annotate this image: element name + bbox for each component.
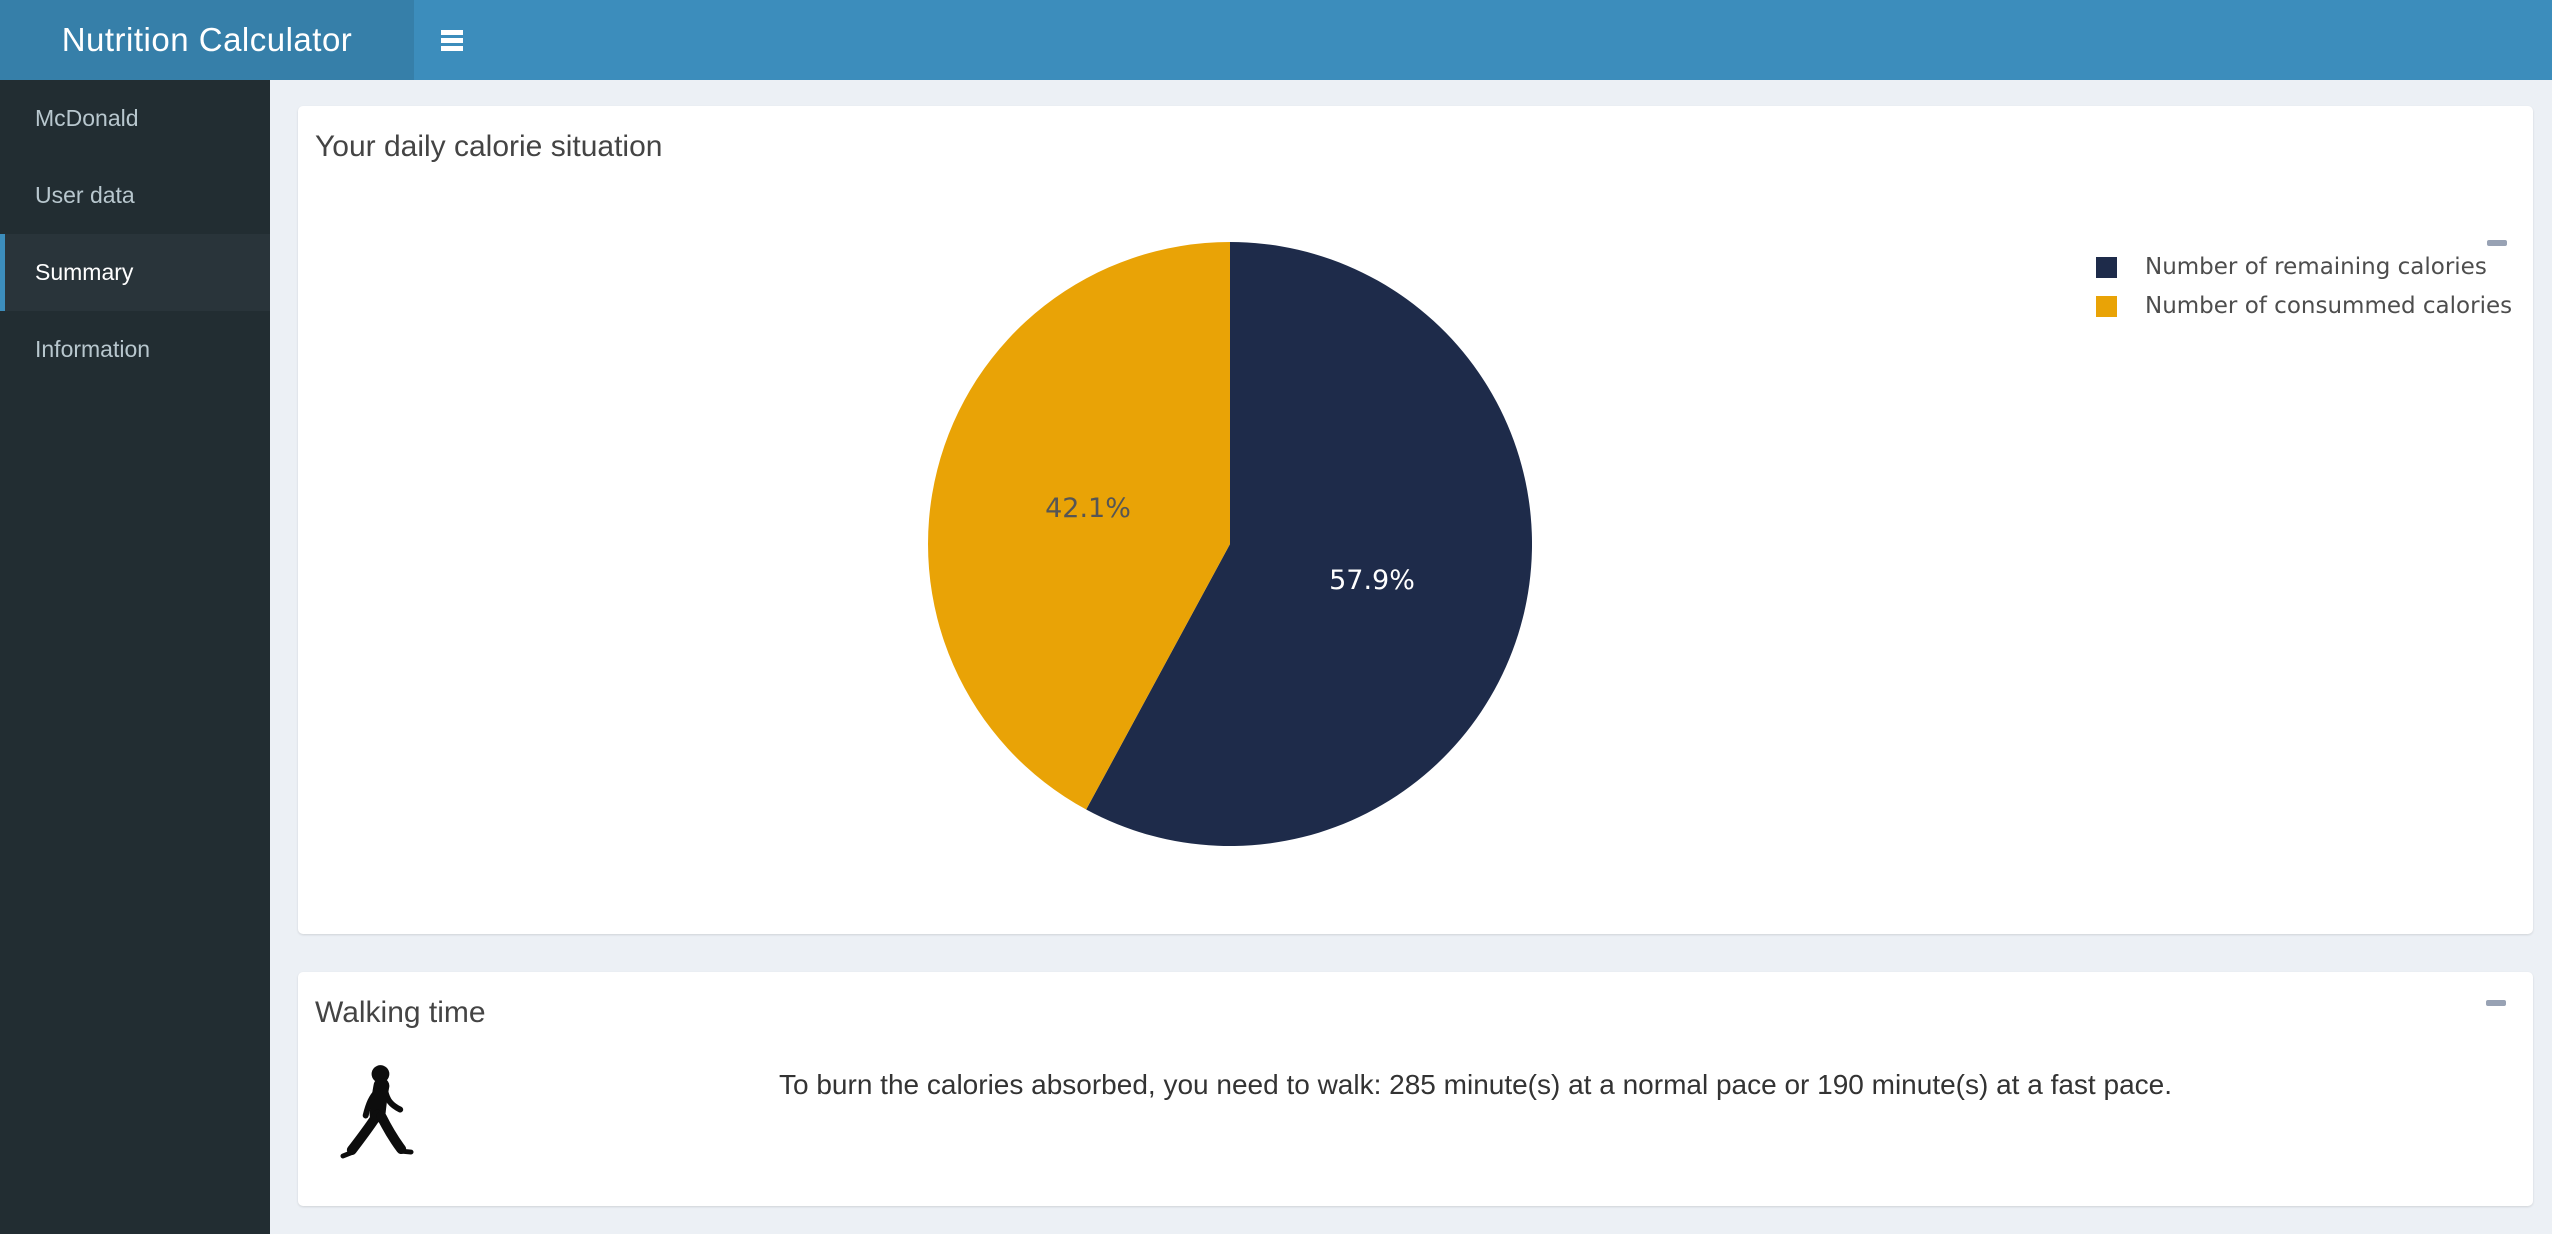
sidebar-item-label: Information (35, 336, 151, 362)
sidebar-item-information[interactable]: Information (0, 311, 270, 388)
sidebar-item-label: McDonald (35, 105, 139, 131)
sidebar-item-label: Summary (35, 259, 134, 285)
sidebar-item-label: User data (35, 182, 135, 208)
calorie-card: Your daily calorie situation 57.9% 42.1% … (298, 106, 2533, 934)
minus-icon (2487, 240, 2507, 246)
legend-swatch-consumed-icon (2096, 295, 2117, 317)
top-navbar: Nutrition Calculator (0, 0, 2552, 80)
pie-slice-1[interactable] (928, 242, 1230, 810)
walking-card-title: Walking time (315, 996, 486, 1029)
legend-label: Number of consummed calories (2145, 293, 2513, 319)
legend-item-consumed[interactable]: Number of consummed calories (2096, 293, 2512, 319)
sidebar: McDonald User data Summary Information (0, 80, 270, 1234)
pie-label-1: 42.1% (1045, 493, 1131, 524)
minus-icon (2486, 1000, 2506, 1006)
sidebar-item-mcdonald[interactable]: McDonald (0, 80, 270, 157)
calorie-card-collapse-button[interactable] (2481, 234, 2513, 252)
legend-swatch-remaining-icon (2096, 256, 2117, 278)
sidebar-item-summary[interactable]: Summary (0, 234, 270, 311)
calorie-pie-chart[interactable]: 57.9% 42.1% (928, 242, 1532, 846)
pie-legend: Number of remaining calories Number of c… (2096, 254, 2512, 319)
sidebar-toggle-button[interactable] (414, 0, 490, 80)
calorie-card-title: Your daily calorie situation (315, 130, 663, 163)
app-title: Nutrition Calculator (61, 21, 353, 58)
sidebar-menu: McDonald User data Summary Information (0, 80, 270, 388)
sidebar-item-user-data[interactable]: User data (0, 157, 270, 234)
walking-card: Walking time To burn the calories absorb… (298, 972, 2533, 1206)
walking-advice-text: To burn the calories absorbed, you need … (779, 1069, 2172, 1100)
walking-card-collapse-button[interactable] (2480, 994, 2512, 1012)
content-area: Your daily calorie situation 57.9% 42.1% … (270, 80, 2552, 1234)
walking-person-icon (340, 1065, 414, 1159)
pie-label-0: 57.9% (1329, 565, 1415, 596)
pie-slice-0[interactable] (1086, 242, 1532, 846)
app-logo[interactable]: Nutrition Calculator (0, 0, 414, 80)
legend-item-remaining[interactable]: Number of remaining calories (2096, 254, 2512, 280)
legend-label: Number of remaining calories (2145, 254, 2487, 280)
